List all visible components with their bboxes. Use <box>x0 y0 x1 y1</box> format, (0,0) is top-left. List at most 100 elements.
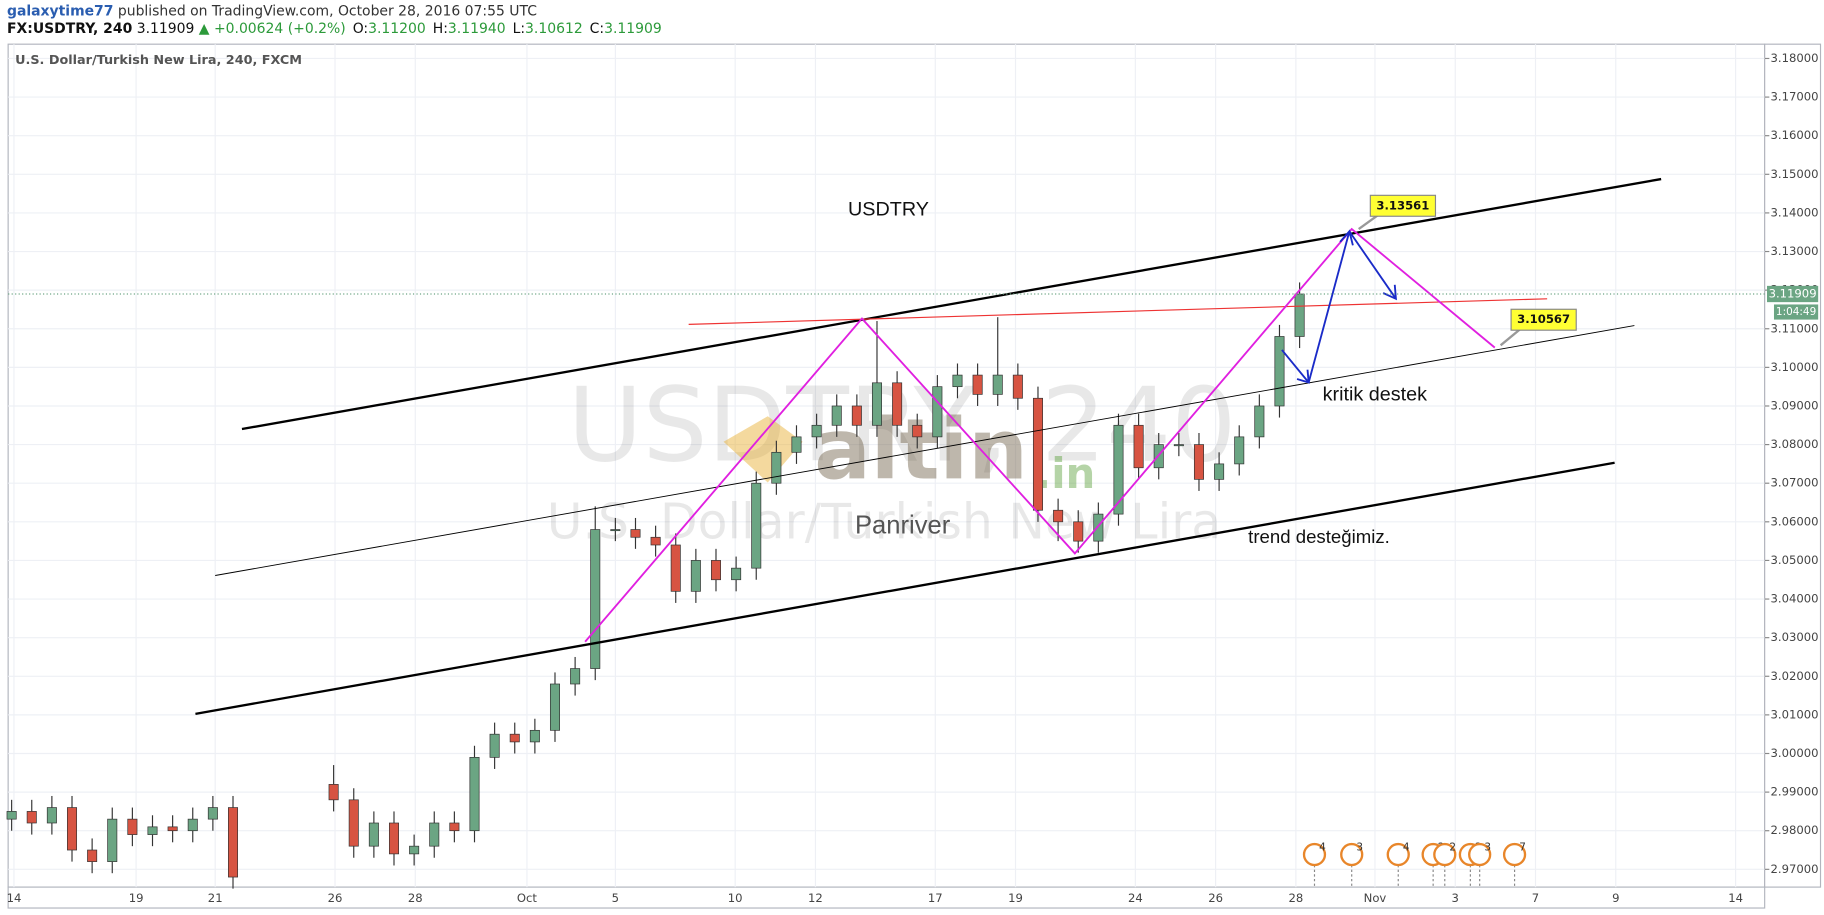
ohlc-value: 3.11200 <box>368 21 426 37</box>
arrow[interactable] <box>1307 231 1351 383</box>
event-icon[interactable] <box>1302 842 1327 867</box>
x-tick-label: 24 <box>1128 891 1143 905</box>
last: 3.11909 <box>137 21 195 37</box>
candle-body <box>1053 509 1064 523</box>
y-tick-label: 3.18000 <box>1770 51 1818 65</box>
y-tick-label: 3.14000 <box>1770 205 1818 219</box>
ohlc-key: C: <box>590 21 604 37</box>
annotation[interactable]: Panriver <box>855 511 951 539</box>
candle-body <box>1234 436 1245 465</box>
y-tick-label: 3.08000 <box>1770 437 1818 451</box>
candle-body <box>650 536 661 546</box>
channel-mid[interactable] <box>215 325 1635 576</box>
candles <box>6 282 1305 889</box>
event-count: 2 <box>1449 842 1456 854</box>
candle-body <box>791 436 802 453</box>
candle-body <box>630 529 641 538</box>
channel-bottom[interactable] <box>195 461 1615 716</box>
ohlc-value: 3.11909 <box>604 21 662 37</box>
candle-body <box>429 822 440 847</box>
ohlc-value: 3.11940 <box>448 21 506 37</box>
callout-text: 3.10567 <box>1517 312 1570 326</box>
plot-frame <box>7 43 1766 888</box>
callout[interactable] <box>1510 308 1577 331</box>
annotation[interactable]: trend desteğimiz. <box>1248 526 1390 547</box>
y-tick-label: 3.05000 <box>1770 553 1818 567</box>
x-tick-label: 12 <box>808 891 823 905</box>
resistance[interactable] <box>688 298 1548 325</box>
candle-body <box>1073 521 1084 542</box>
candle-body <box>771 451 782 484</box>
candle-body <box>892 382 903 426</box>
candle-body <box>851 405 862 426</box>
y-tick-label: 3.11000 <box>1770 321 1818 335</box>
y-tick-label: 3.07000 <box>1770 476 1818 490</box>
symbol: FX:USDTRY, 240 <box>7 21 133 37</box>
event-icon[interactable] <box>1502 842 1527 867</box>
candle-body <box>549 683 560 731</box>
y-tick-label: 3.00000 <box>1770 746 1818 760</box>
user[interactable]: galaxytime77 <box>7 4 113 20</box>
countdown-box <box>1773 304 1819 320</box>
candle-body <box>409 845 420 855</box>
ohlc-value: 3.10612 <box>525 21 583 37</box>
y-tick-label: 2.97000 <box>1770 862 1818 876</box>
candle-body <box>932 386 943 438</box>
event-icon[interactable] <box>1468 842 1492 867</box>
event-count: 4 <box>1403 842 1410 854</box>
event-icon[interactable] <box>1340 842 1364 867</box>
candle-body <box>328 784 339 801</box>
candle-body <box>1012 374 1023 399</box>
y-tick-label: 3.16000 <box>1770 128 1818 142</box>
channel-top[interactable] <box>241 177 1662 431</box>
ohlc-key: H: <box>433 21 448 37</box>
candle-body <box>187 818 198 832</box>
candle-body <box>127 818 138 835</box>
x-tick-label: 7 <box>1532 891 1539 905</box>
candle-body <box>147 826 158 835</box>
x-tick-label: 28 <box>408 891 423 905</box>
candle-body <box>388 822 400 855</box>
drawings: 3.13561 3.10567 USDTRY kritik destek tre… <box>195 177 1662 716</box>
header-line1: galaxytime77 published on TradingView.co… <box>7 4 537 20</box>
x-tick-label: 5 <box>612 891 619 905</box>
time-axis <box>7 886 1766 909</box>
ohlc-key: O: <box>353 21 368 37</box>
arrow[interactable] <box>1348 230 1397 300</box>
annotation[interactable]: kritik destek <box>1323 384 1427 406</box>
x-tick-label: 10 <box>728 891 743 905</box>
arrow-head <box>1382 284 1397 301</box>
event-icon[interactable] <box>1433 842 1457 867</box>
logo-suffix: .in <box>1035 449 1095 498</box>
y-tick-label: 3.09000 <box>1770 398 1818 412</box>
callout[interactable] <box>1369 194 1437 217</box>
arrow[interactable] <box>1281 349 1310 384</box>
annotation[interactable]: USDTRY <box>848 199 929 221</box>
arrows[interactable] <box>1281 229 1397 384</box>
candle-body <box>1214 463 1225 480</box>
candle-body <box>871 382 882 426</box>
candle-body <box>972 374 983 395</box>
y-tick-label: 3.13000 <box>1770 244 1818 258</box>
candle-body <box>992 374 1003 395</box>
published: published on TradingView.com, October 28… <box>118 4 537 20</box>
candle-body <box>710 560 721 581</box>
y-tick-label: 3.10000 <box>1770 360 1818 374</box>
event-icon[interactable] <box>1386 842 1410 867</box>
x-tick-label: Nov <box>1364 891 1387 905</box>
x-tick-label: 14 <box>7 891 22 905</box>
candle-body <box>1193 444 1204 480</box>
y-tick-label: 3.15000 <box>1770 167 1818 181</box>
zigzag[interactable] <box>584 227 1496 643</box>
candle-body <box>67 807 78 851</box>
candle-body <box>529 729 540 743</box>
candle-body <box>46 807 57 824</box>
x-tick-label: 28 <box>1288 891 1303 905</box>
x-tick-label: 26 <box>328 891 343 905</box>
callout-text: 3.13561 <box>1376 198 1429 212</box>
y-tick-label: 3.06000 <box>1770 514 1818 528</box>
candle-body <box>107 818 118 862</box>
events: 43422237 <box>1302 842 1527 888</box>
candle-body <box>509 733 520 743</box>
candle-body <box>831 405 842 426</box>
